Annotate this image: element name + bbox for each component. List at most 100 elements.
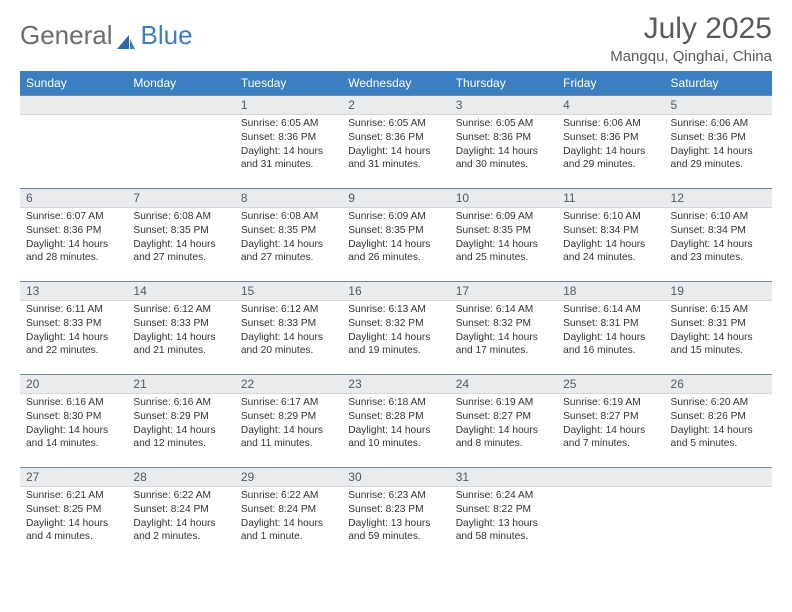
day-number: 7	[127, 188, 234, 208]
day-content: Sunrise: 6:05 AMSunset: 8:36 PMDaylight:…	[450, 115, 557, 176]
calendar-cell: 6Sunrise: 6:07 AMSunset: 8:36 PMDaylight…	[20, 188, 127, 281]
sunrise-text: Sunrise: 6:05 AM	[348, 117, 443, 131]
day-content: Sunrise: 6:07 AMSunset: 8:36 PMDaylight:…	[20, 208, 127, 269]
sunrise-text: Sunrise: 6:13 AM	[348, 303, 443, 317]
calendar-row: 13Sunrise: 6:11 AMSunset: 8:33 PMDayligh…	[20, 281, 772, 374]
sunrise-text: Sunrise: 6:12 AM	[241, 303, 336, 317]
sunrise-text: Sunrise: 6:11 AM	[26, 303, 121, 317]
sunrise-text: Sunrise: 6:12 AM	[133, 303, 228, 317]
sunset-text: Sunset: 8:24 PM	[133, 503, 228, 517]
title-block: July 2025 Mangqu, Qinghai, China	[610, 12, 772, 65]
sunrise-text: Sunrise: 6:07 AM	[26, 210, 121, 224]
day-content: Sunrise: 6:06 AMSunset: 8:36 PMDaylight:…	[665, 115, 772, 176]
sunrise-text: Sunrise: 6:19 AM	[563, 396, 658, 410]
sunset-text: Sunset: 8:33 PM	[241, 317, 336, 331]
calendar-cell: 11Sunrise: 6:10 AMSunset: 8:34 PMDayligh…	[557, 188, 664, 281]
day-content: Sunrise: 6:22 AMSunset: 8:24 PMDaylight:…	[235, 487, 342, 548]
day-number: 6	[20, 188, 127, 208]
calendar-cell: 29Sunrise: 6:22 AMSunset: 8:24 PMDayligh…	[235, 467, 342, 560]
day-number: 21	[127, 374, 234, 394]
calendar-cell	[665, 467, 772, 560]
day-number: 4	[557, 95, 664, 115]
daylight-text: Daylight: 14 hours and 22 minutes.	[26, 331, 121, 359]
calendar-row: 6Sunrise: 6:07 AMSunset: 8:36 PMDaylight…	[20, 188, 772, 281]
day-content: Sunrise: 6:21 AMSunset: 8:25 PMDaylight:…	[20, 487, 127, 548]
calendar-cell	[20, 95, 127, 188]
daylight-text: Daylight: 14 hours and 7 minutes.	[563, 424, 658, 452]
day-content: Sunrise: 6:08 AMSunset: 8:35 PMDaylight:…	[127, 208, 234, 269]
sunrise-text: Sunrise: 6:19 AM	[456, 396, 551, 410]
logo: General Blue	[20, 12, 193, 51]
day-content: Sunrise: 6:19 AMSunset: 8:27 PMDaylight:…	[450, 394, 557, 455]
day-number: 18	[557, 281, 664, 301]
calendar-row: 20Sunrise: 6:16 AMSunset: 8:30 PMDayligh…	[20, 374, 772, 467]
calendar-cell: 26Sunrise: 6:20 AMSunset: 8:26 PMDayligh…	[665, 374, 772, 467]
sunset-text: Sunset: 8:36 PM	[456, 131, 551, 145]
sunset-text: Sunset: 8:29 PM	[133, 410, 228, 424]
calendar-cell	[127, 95, 234, 188]
daylight-text: Daylight: 14 hours and 11 minutes.	[241, 424, 336, 452]
daylight-text: Daylight: 14 hours and 26 minutes.	[348, 238, 443, 266]
logo-sail-icon	[115, 27, 137, 45]
weekday-header: Monday	[127, 71, 234, 95]
empty-day-bar	[665, 467, 772, 487]
daylight-text: Daylight: 14 hours and 4 minutes.	[26, 517, 121, 545]
sunset-text: Sunset: 8:29 PM	[241, 410, 336, 424]
sunset-text: Sunset: 8:33 PM	[26, 317, 121, 331]
sunset-text: Sunset: 8:36 PM	[671, 131, 766, 145]
logo-text-blue: Blue	[141, 20, 193, 51]
daylight-text: Daylight: 14 hours and 28 minutes.	[26, 238, 121, 266]
sunset-text: Sunset: 8:32 PM	[456, 317, 551, 331]
day-content: Sunrise: 6:10 AMSunset: 8:34 PMDaylight:…	[557, 208, 664, 269]
sunset-text: Sunset: 8:36 PM	[241, 131, 336, 145]
daylight-text: Daylight: 14 hours and 31 minutes.	[241, 145, 336, 173]
daylight-text: Daylight: 14 hours and 27 minutes.	[241, 238, 336, 266]
logo-text-gray: General	[20, 20, 113, 51]
sunset-text: Sunset: 8:28 PM	[348, 410, 443, 424]
day-content: Sunrise: 6:23 AMSunset: 8:23 PMDaylight:…	[342, 487, 449, 548]
day-content: Sunrise: 6:09 AMSunset: 8:35 PMDaylight:…	[342, 208, 449, 269]
day-number: 30	[342, 467, 449, 487]
sunrise-text: Sunrise: 6:16 AM	[26, 396, 121, 410]
daylight-text: Daylight: 14 hours and 10 minutes.	[348, 424, 443, 452]
empty-day-bar	[127, 95, 234, 115]
daylight-text: Daylight: 14 hours and 27 minutes.	[133, 238, 228, 266]
day-content: Sunrise: 6:10 AMSunset: 8:34 PMDaylight:…	[665, 208, 772, 269]
calendar-cell: 25Sunrise: 6:19 AMSunset: 8:27 PMDayligh…	[557, 374, 664, 467]
day-number: 31	[450, 467, 557, 487]
daylight-text: Daylight: 14 hours and 23 minutes.	[671, 238, 766, 266]
daylight-text: Daylight: 14 hours and 25 minutes.	[456, 238, 551, 266]
daylight-text: Daylight: 13 hours and 59 minutes.	[348, 517, 443, 545]
calendar-cell: 30Sunrise: 6:23 AMSunset: 8:23 PMDayligh…	[342, 467, 449, 560]
calendar-cell: 20Sunrise: 6:16 AMSunset: 8:30 PMDayligh…	[20, 374, 127, 467]
day-content: Sunrise: 6:16 AMSunset: 8:29 PMDaylight:…	[127, 394, 234, 455]
sunset-text: Sunset: 8:30 PM	[26, 410, 121, 424]
day-number: 23	[342, 374, 449, 394]
day-content: Sunrise: 6:11 AMSunset: 8:33 PMDaylight:…	[20, 301, 127, 362]
empty-day-bar	[20, 95, 127, 115]
sunset-text: Sunset: 8:35 PM	[348, 224, 443, 238]
sunrise-text: Sunrise: 6:05 AM	[241, 117, 336, 131]
calendar-cell: 7Sunrise: 6:08 AMSunset: 8:35 PMDaylight…	[127, 188, 234, 281]
location-text: Mangqu, Qinghai, China	[610, 48, 772, 65]
daylight-text: Daylight: 14 hours and 19 minutes.	[348, 331, 443, 359]
calendar-cell: 5Sunrise: 6:06 AMSunset: 8:36 PMDaylight…	[665, 95, 772, 188]
day-content: Sunrise: 6:16 AMSunset: 8:30 PMDaylight:…	[20, 394, 127, 455]
calendar-cell: 21Sunrise: 6:16 AMSunset: 8:29 PMDayligh…	[127, 374, 234, 467]
sunrise-text: Sunrise: 6:18 AM	[348, 396, 443, 410]
daylight-text: Daylight: 14 hours and 16 minutes.	[563, 331, 658, 359]
day-content: Sunrise: 6:22 AMSunset: 8:24 PMDaylight:…	[127, 487, 234, 548]
daylight-text: Daylight: 14 hours and 14 minutes.	[26, 424, 121, 452]
sunset-text: Sunset: 8:35 PM	[133, 224, 228, 238]
calendar-cell: 19Sunrise: 6:15 AMSunset: 8:31 PMDayligh…	[665, 281, 772, 374]
day-number: 9	[342, 188, 449, 208]
sunset-text: Sunset: 8:35 PM	[241, 224, 336, 238]
sunset-text: Sunset: 8:33 PM	[133, 317, 228, 331]
sunrise-text: Sunrise: 6:06 AM	[671, 117, 766, 131]
daylight-text: Daylight: 14 hours and 17 minutes.	[456, 331, 551, 359]
sunset-text: Sunset: 8:32 PM	[348, 317, 443, 331]
day-content: Sunrise: 6:05 AMSunset: 8:36 PMDaylight:…	[342, 115, 449, 176]
sunset-text: Sunset: 8:36 PM	[348, 131, 443, 145]
daylight-text: Daylight: 14 hours and 5 minutes.	[671, 424, 766, 452]
day-number: 22	[235, 374, 342, 394]
